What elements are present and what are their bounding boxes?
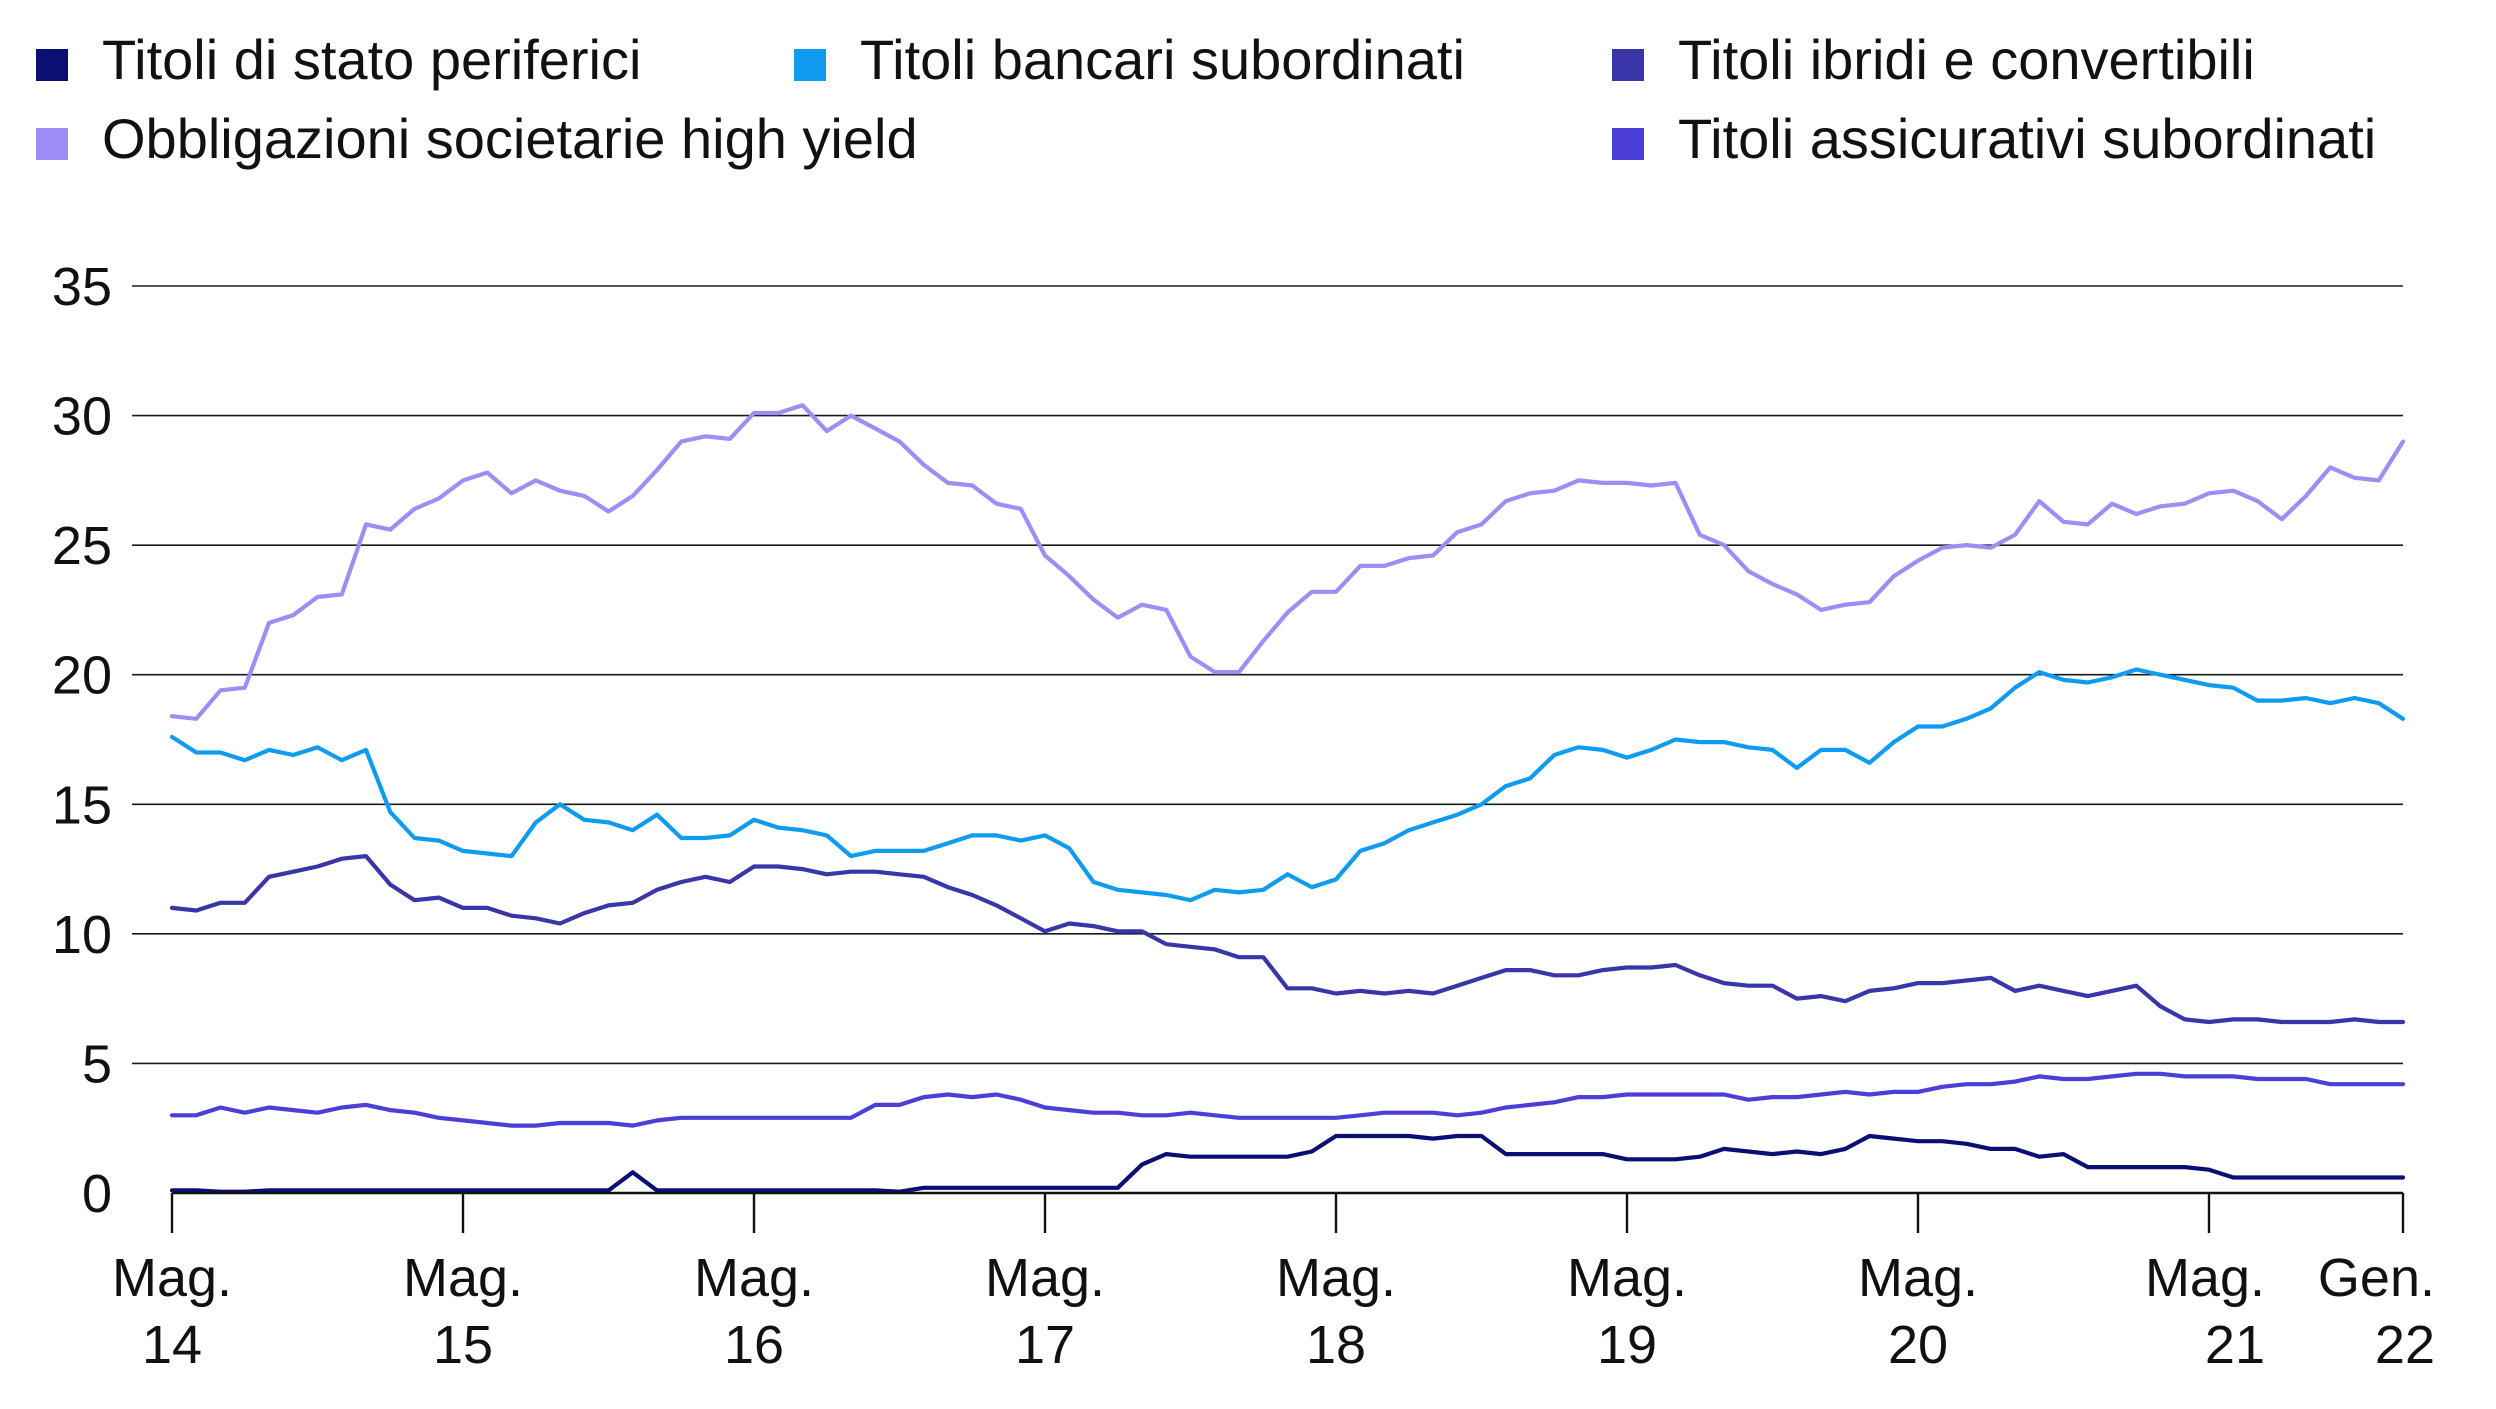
series-line-0 xyxy=(169,1133,2406,1194)
y-tick-label: 15 xyxy=(52,775,112,835)
x-tick-label: Mag. xyxy=(985,1248,1105,1308)
y-tick-label: 0 xyxy=(82,1164,112,1224)
grid xyxy=(132,285,2403,1065)
y-tick-label: 35 xyxy=(52,257,112,317)
axes: 0 5 10 15 20 25 30 35 Mag. 14 Mag. 15 Mag. 16 Mag. 17 Ma… xyxy=(52,257,2435,1375)
x-tick-label: 15 xyxy=(433,1315,493,1375)
y-tick-label: 5 xyxy=(82,1034,112,1094)
legend-swatch xyxy=(36,128,68,160)
y-tick-label: 20 xyxy=(52,646,112,706)
legend-swatch xyxy=(794,49,826,81)
x-tick-label: Mag. xyxy=(1276,1248,1396,1308)
y-tick-label: 30 xyxy=(52,387,112,447)
series-lines xyxy=(169,403,2406,1194)
legend-swatch xyxy=(36,49,68,81)
legend-label: Titoli di stato periferici xyxy=(102,28,641,91)
x-tick-label: Mag. xyxy=(1567,1248,1687,1308)
legend-item: Titoli di stato periferici xyxy=(36,28,641,91)
y-tick-label: 25 xyxy=(52,516,112,576)
x-tick-label: Mag. xyxy=(694,1248,814,1308)
legend-swatch xyxy=(1612,128,1644,160)
legend-label: Titoli bancari subordinati xyxy=(860,28,1465,91)
legend-item: Titoli ibridi e convertibili xyxy=(1612,28,2255,91)
x-tick-label: Mag. xyxy=(112,1248,232,1308)
legend-swatch xyxy=(1612,49,1644,81)
x-tick-label: Mag. xyxy=(1858,1248,1978,1308)
x-tick-label: 21 xyxy=(2205,1315,2265,1375)
x-tick-label: 18 xyxy=(1306,1315,1366,1375)
series-line-4 xyxy=(169,1071,2406,1128)
x-tick-label: 19 xyxy=(1597,1315,1657,1375)
legend-label: Obbligazioni societarie high yield xyxy=(102,107,918,170)
x-tick-label: 14 xyxy=(142,1315,202,1375)
x-tick-label: Mag. xyxy=(2145,1248,2265,1308)
x-tick-label: 17 xyxy=(1015,1315,1075,1375)
series-line-3 xyxy=(169,403,2406,721)
x-tick-label: Gen. xyxy=(2318,1248,2435,1308)
y-tick-label: 10 xyxy=(52,905,112,965)
series-line-2 xyxy=(169,854,2406,1025)
legend: Titoli di stato periferici Titoli bancari… xyxy=(36,28,2376,170)
x-tick-label: 22 xyxy=(2375,1315,2435,1375)
x-tick-label: 20 xyxy=(1888,1315,1948,1375)
legend-item: Obbligazioni societarie high yield xyxy=(36,107,918,170)
legend-item: Titoli bancari subordinati xyxy=(794,28,1465,91)
legend-label: Titoli assicurativi subordinati xyxy=(1678,107,2376,170)
x-tick-label: 16 xyxy=(724,1315,784,1375)
legend-item: Titoli assicurativi subordinati xyxy=(1612,107,2376,170)
legend-label: Titoli ibridi e convertibili xyxy=(1678,28,2255,91)
series-line-1 xyxy=(169,667,2406,903)
x-tick-label: Mag. xyxy=(403,1248,523,1308)
